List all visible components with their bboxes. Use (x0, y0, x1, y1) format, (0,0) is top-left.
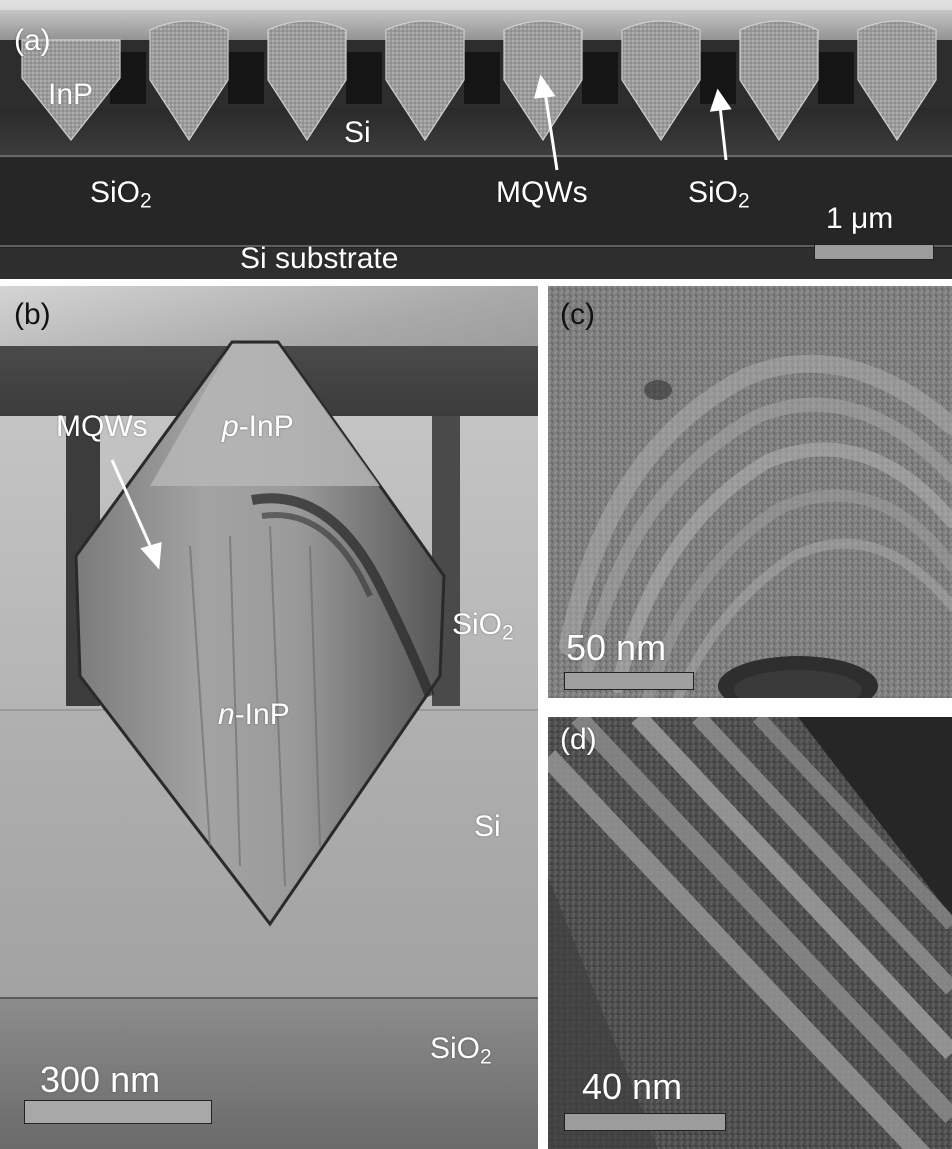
panel-d-tag: (d) (560, 723, 597, 756)
label-mqws: MQWs (496, 176, 588, 209)
panel-a-sem-image: (a) InP Si SiO2 MQWs SiO2 Si substrate 1… (0, 0, 952, 279)
label-inp: InP (48, 78, 94, 111)
panel-c-scale-text: 50 nm (566, 627, 667, 668)
panel-a-tag: (a) (14, 24, 51, 57)
label-mqws-b: MQWs (56, 410, 148, 443)
panel-a-scale-bar (814, 244, 934, 260)
panel-d-illustration (548, 717, 952, 1149)
panel-c-tag: (c) (560, 298, 595, 331)
panel-a-illustration (0, 0, 952, 279)
label-p-inp: p-InP (222, 410, 294, 443)
panel-d-hrtem-image: (d) 40 nm (548, 717, 952, 1149)
panel-b-scale-bar (24, 1100, 212, 1124)
panel-c-hrtem-image: (c) 50 nm (548, 286, 952, 698)
label-n-inp: n-InP (218, 698, 290, 731)
label-sio2-right: SiO2 (452, 608, 514, 645)
label-si-b: Si (474, 810, 501, 843)
label-sio2-layer: SiO2 (90, 176, 152, 213)
panel-b-scale-text: 300 nm (40, 1059, 161, 1100)
panel-b-tem-image: (b) MQWs p-InP SiO2 n-InP Si SiO2 300 nm (0, 286, 538, 1149)
panel-b-tag: (b) (14, 298, 51, 331)
panel-d-scale-text: 40 nm (582, 1066, 683, 1107)
panel-a-scale-text: 1 μm (826, 202, 894, 235)
label-si: Si (344, 116, 371, 149)
label-sio2-bottom: SiO2 (430, 1032, 492, 1069)
panel-b-illustration (0, 286, 538, 1149)
label-sio2-trench: SiO2 (688, 176, 750, 213)
panel-d-scale-bar (564, 1113, 726, 1131)
label-si-substrate: Si substrate (240, 242, 399, 275)
panel-c-scale-bar (564, 672, 694, 690)
panel-c-illustration (548, 286, 952, 698)
